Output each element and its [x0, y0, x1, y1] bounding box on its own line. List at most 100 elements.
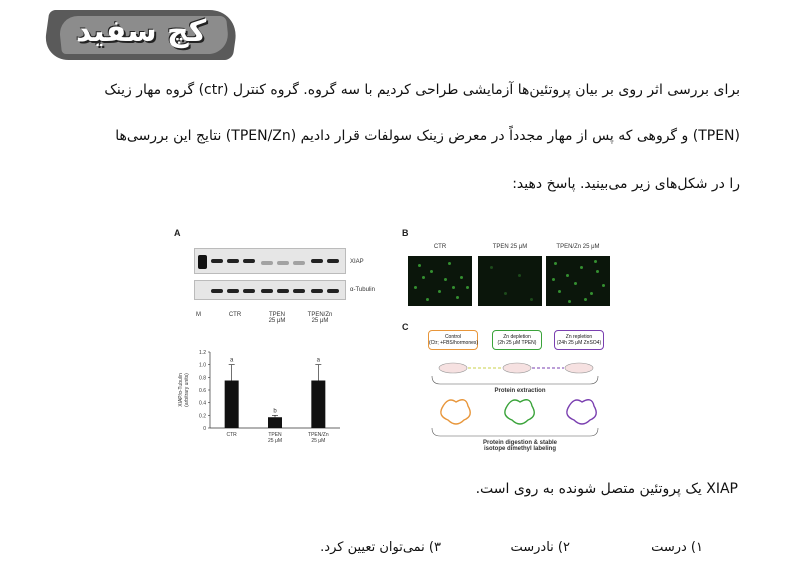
experiment-figure: A XIAP α-Tubulin M CTR TPEN 25 μM TPEN/Z… [170, 224, 610, 460]
protein-blob-depletion [504, 399, 535, 425]
y-tick-label: 0 [203, 426, 206, 432]
xiap-label: XIAP [350, 259, 364, 265]
fluorescence-dot [590, 292, 593, 295]
marker-label: M [196, 312, 201, 318]
scheme-digestion-label: Protein digestion & stable isotope dimet… [482, 440, 557, 452]
dish-depletion [502, 362, 532, 374]
fluorescence-dot [414, 286, 417, 289]
dish-repletion [564, 362, 594, 374]
micro-label-tpen: TPEN 25 μM [492, 244, 528, 250]
fluorescence-dot [444, 278, 447, 281]
y-tick-label: 1.2 [199, 350, 206, 356]
site-logo: کچ سفید [42, 6, 240, 62]
scheme-control-box: Control (Ctr; +FBS/hormones) [428, 330, 478, 350]
x-tick-label: TPEN/Zn [308, 432, 329, 438]
fluorescence-dot [460, 276, 463, 279]
fluorescence-dot [566, 274, 569, 277]
blot-band [311, 259, 323, 263]
fluorescence-dot [438, 290, 441, 293]
blot-band [293, 289, 305, 293]
fluorescence-dot [594, 260, 597, 263]
y-tick-label: 0.4 [199, 401, 206, 407]
fluorescence-dot [466, 286, 469, 289]
bar [311, 380, 326, 428]
question-line-2: (TPEN) و گروهی که پس از مهار مجدداً در م… [115, 128, 740, 144]
question-line-3: را در شکل‌های زیر می‌بینید. پاسخ دهید: [512, 176, 740, 192]
y-axis-label: (arbitrary units) [184, 373, 190, 407]
fluorescence-dot [558, 290, 561, 293]
lane-group-ctr: CTR [228, 312, 242, 318]
fluorescence-dot [554, 262, 557, 265]
fluorescence-dot [452, 286, 455, 289]
fluorescence-dot [430, 270, 433, 273]
fluorescence-dot [448, 262, 451, 265]
lane-group-tpen-zn: TPEN/Zn 25 μM [307, 312, 333, 324]
x-tick-label: TPEN [268, 432, 282, 438]
dish-control [438, 362, 468, 374]
x-tick-label: 25 μM [268, 438, 282, 444]
panel-c-label: C [402, 322, 409, 332]
fluorescence-dot [580, 266, 583, 269]
scheme-diagram [431, 362, 599, 437]
protein-blob-repletion [566, 399, 597, 425]
scheme-repletion-box: Zn repletion (24h 25 μM ZnSO4) [554, 330, 604, 350]
option-2[interactable]: ۲) نادرست [510, 540, 571, 555]
blot-band [243, 259, 255, 263]
y-tick-label: 0.8 [199, 375, 206, 381]
blot-band [277, 289, 289, 293]
blot-band [211, 289, 223, 293]
marker-band [198, 255, 207, 269]
blot-band [261, 289, 273, 293]
y-axis-label: XIAP/α-Tubulin [178, 373, 184, 407]
bar [224, 380, 239, 428]
blot-band [211, 259, 223, 263]
logo-text: کچ سفید [75, 14, 207, 49]
fluorescence-dot [422, 276, 425, 279]
option-3[interactable]: ۳) نمی‌توان تعیین کرد. [320, 540, 441, 555]
micro-label-tpen-zn: TPEN/Zn 25 μM [556, 244, 600, 250]
tubulin-label: α-Tubulin [350, 287, 375, 293]
y-tick-label: 0.6 [199, 388, 206, 394]
scheme-extraction-label: Protein extraction [494, 388, 546, 394]
blot-band [227, 259, 239, 263]
fluorescence-dot [530, 298, 533, 301]
fluorescence-dot [518, 274, 521, 277]
digestion-bracket [431, 427, 599, 437]
y-tick-label: 1.0 [199, 363, 206, 369]
blot-band [261, 261, 273, 265]
fluorescence-dot [426, 298, 429, 301]
micrograph-tpen-zn [546, 256, 610, 306]
significance-label: b [273, 408, 277, 414]
protein-blob-control [440, 399, 471, 425]
fluorescence-dot [596, 270, 599, 273]
x-tick-label: 25 μM [311, 438, 325, 444]
fluorescence-dot [584, 298, 587, 301]
significance-label: a [317, 358, 321, 364]
question-line-1: برای بررسی اثر روی بر بیان پروتئین‌ها آز… [104, 82, 740, 98]
fluorescence-dot [490, 266, 493, 269]
blot-band [277, 261, 289, 265]
blot-band [327, 289, 339, 293]
blot-band [293, 261, 305, 265]
option-1[interactable]: ۱) درست [651, 540, 703, 555]
fluorescence-dot [418, 264, 421, 267]
panel-b-label: B [402, 228, 409, 238]
extraction-bracket [431, 375, 599, 385]
fluorescence-dot [568, 300, 571, 303]
y-tick-label: 0.2 [199, 413, 206, 419]
fluorescence-dot [504, 292, 507, 295]
lane-group-tpen: TPEN 25 μM [268, 312, 286, 324]
fluorescence-dot [456, 296, 459, 299]
statement-text: XIAP یک پروتئین متصل شونده به روی است. [475, 481, 738, 497]
fluorescence-dot [552, 278, 555, 281]
panel-a-label: A [174, 228, 181, 238]
blot-band [327, 259, 339, 263]
xiap-blot [194, 248, 346, 274]
fluorescence-dot [574, 282, 577, 285]
micrograph-tpen [478, 256, 542, 306]
xiap-bar-chart: 0 0.2 0.4 0.6 0.8 1.0 1.2 XIAP/α-Tubulin (arbitr… [178, 350, 340, 444]
micrograph-ctr [408, 256, 472, 306]
scheme-depletion-box: Zn depletion (2h 25 μM TPEN) [492, 330, 542, 350]
x-tick-label: CTR [227, 432, 238, 438]
fluorescence-dot [602, 284, 605, 287]
